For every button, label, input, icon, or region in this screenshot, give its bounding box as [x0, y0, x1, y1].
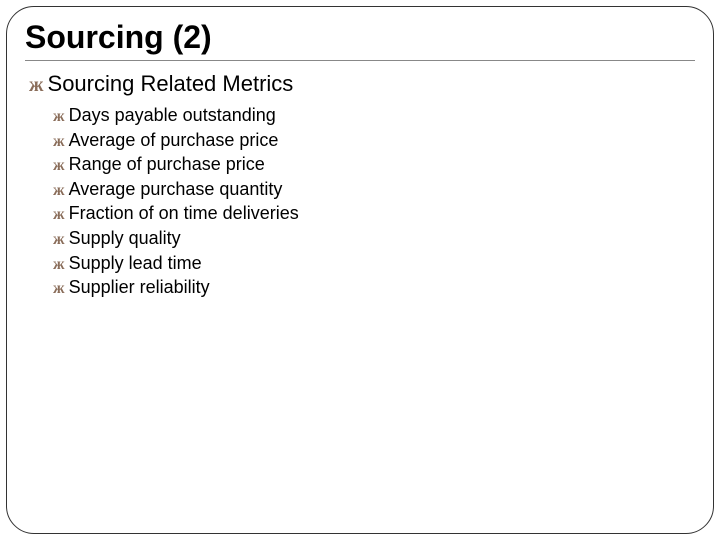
list-item: ж Average of purchase price [53, 128, 695, 153]
list-item: ж Supply quality [53, 226, 695, 251]
item-text: Range of purchase price [69, 152, 265, 176]
bullet-icon: ж [53, 229, 65, 251]
bullet-icon: ж [53, 254, 65, 276]
slide-frame: Sourcing (2) ж Sourcing Related Metrics … [6, 6, 714, 534]
item-text: Average purchase quantity [69, 177, 283, 201]
list-item: ж Supply lead time [53, 251, 695, 276]
item-text: Fraction of on time deliveries [69, 201, 299, 225]
list-item: ж Range of purchase price [53, 152, 695, 177]
bullet-icon: ж [29, 74, 44, 97]
list-item: ж Fraction of on time deliveries [53, 201, 695, 226]
slide: Sourcing (2) ж Sourcing Related Metrics … [0, 0, 720, 540]
slide-title: Sourcing (2) [25, 19, 695, 61]
bullet-icon: ж [53, 278, 65, 300]
item-list: ж Days payable outstanding ж Average of … [53, 103, 695, 300]
list-item: ж Supplier reliability [53, 275, 695, 300]
item-text: Supplier reliability [69, 275, 210, 299]
bullet-icon: ж [53, 131, 65, 153]
subheading-text: Sourcing Related Metrics [48, 71, 294, 97]
item-text: Supply quality [69, 226, 181, 250]
bullet-icon: ж [53, 204, 65, 226]
bullet-icon: ж [53, 180, 65, 202]
bullet-icon: ж [53, 155, 65, 177]
subheading-row: ж Sourcing Related Metrics [29, 71, 695, 97]
list-item: ж Average purchase quantity [53, 177, 695, 202]
bullet-icon: ж [53, 106, 65, 128]
item-text: Average of purchase price [69, 128, 279, 152]
list-item: ж Days payable outstanding [53, 103, 695, 128]
item-text: Supply lead time [69, 251, 202, 275]
item-text: Days payable outstanding [69, 103, 276, 127]
